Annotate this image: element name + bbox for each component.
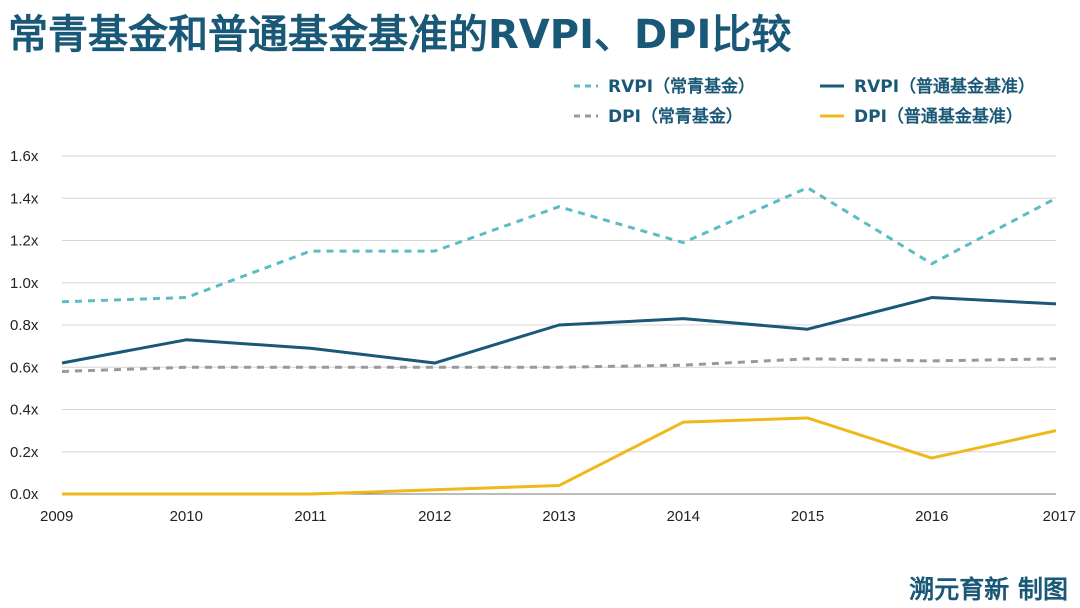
x-tick-label: 2015 xyxy=(791,508,824,525)
x-tick-label: 2012 xyxy=(418,508,451,525)
y-tick-label: 0.4x xyxy=(10,402,39,419)
legend-label: DPI（普通基金基准） xyxy=(854,106,1023,127)
chart-series xyxy=(61,186,1057,496)
chart-credit: 溯元育新 制图 xyxy=(909,575,1068,604)
y-tick-label: 1.0x xyxy=(10,275,39,292)
y-tick-label: 0.2x xyxy=(10,444,39,461)
x-tick-label: 2014 xyxy=(667,508,700,525)
chart-title: 常青基金和普通基金基准的RVPI、DPI比较 xyxy=(8,12,792,58)
chart-legend: RVPI（常青基金） RVPI（普通基金基准） DPI（常青基金） DPI（普通基金基… xyxy=(574,76,1035,127)
x-tick-label: 2016 xyxy=(915,508,948,525)
legend-label: RVPI（常青基金） xyxy=(608,76,755,97)
series-line xyxy=(61,357,1057,373)
x-tick-label: 2017 xyxy=(1043,508,1076,525)
y-tick-label: 1.4x xyxy=(10,190,39,207)
legend-label: DPI（常青基金） xyxy=(608,106,743,127)
y-tick-label: 0.8x xyxy=(10,317,39,334)
chart-axes: 0.0x 0.2x 0.4x 0.6x 0.8x 1.0x 1.2x 1.4x 1.6x 2009… xyxy=(10,148,1076,525)
series-line xyxy=(61,296,1057,365)
y-tick-label: 1.2x xyxy=(10,233,39,250)
x-tick-label: 2009 xyxy=(40,508,73,525)
x-tick-label: 2011 xyxy=(294,508,326,525)
y-tick-label: 0.0x xyxy=(10,486,39,503)
x-tick-label: 2010 xyxy=(170,508,203,525)
series-line xyxy=(62,416,1057,496)
legend-label: RVPI（普通基金基准） xyxy=(854,76,1035,97)
series-line xyxy=(61,186,1057,304)
x-tick-label: 2013 xyxy=(542,508,575,525)
y-tick-label: 0.6x xyxy=(10,359,39,376)
y-tick-label: 1.6x xyxy=(10,148,39,165)
